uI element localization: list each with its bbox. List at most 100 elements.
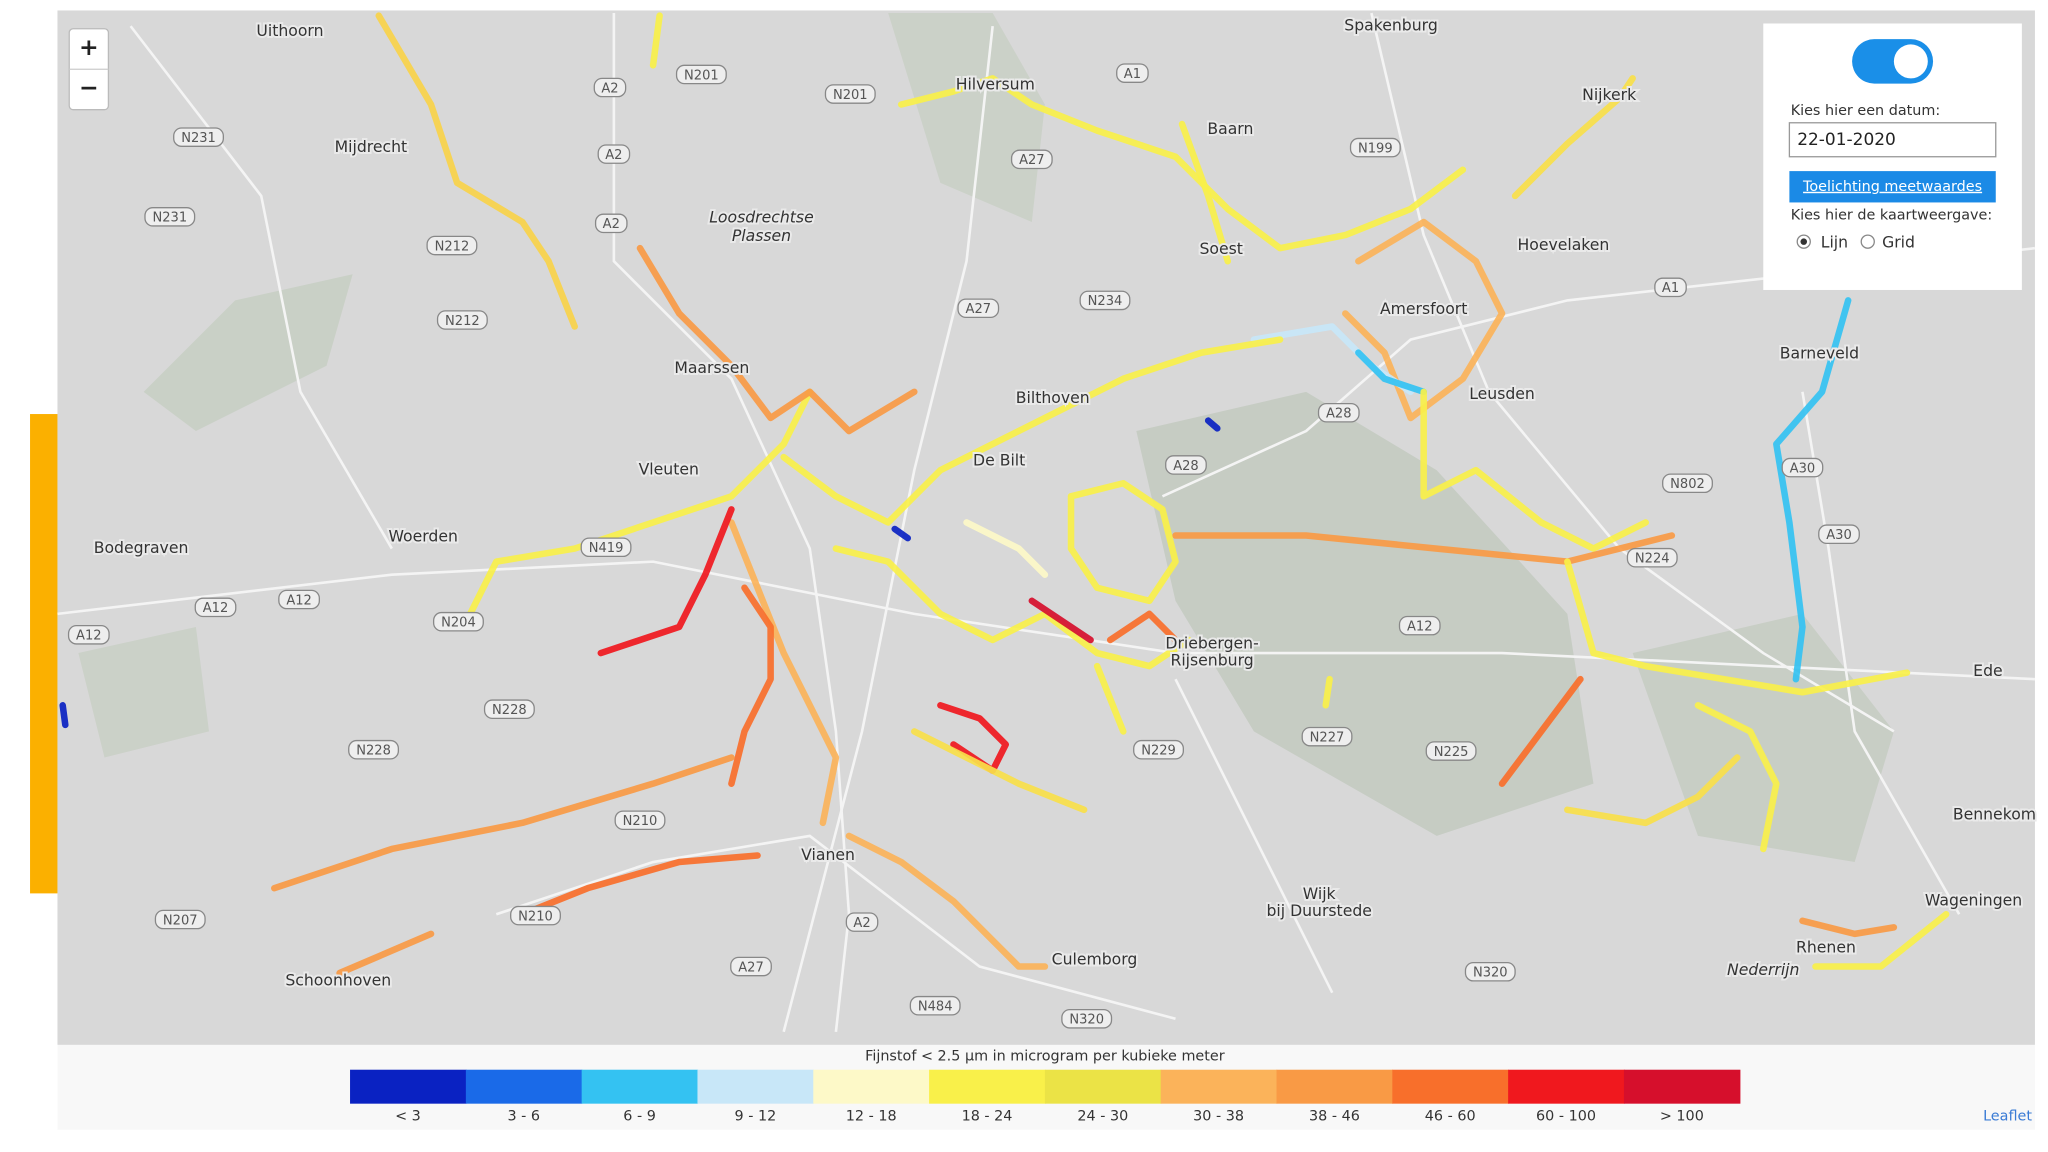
legend-label: 46 - 60 xyxy=(1425,1109,1476,1125)
road-shield: A30 xyxy=(1818,524,1860,544)
road-shield-box xyxy=(909,995,961,1016)
place-label: Schoonhoven xyxy=(285,970,391,989)
road-shield-label: N212 xyxy=(435,239,470,254)
road-shield-label: N201 xyxy=(833,88,868,103)
road-shield-box xyxy=(278,589,320,610)
view-label: Kies hier de kaartweergave: xyxy=(1791,208,1993,224)
zoom-in[interactable]: + xyxy=(79,33,99,61)
legend-label: 12 - 18 xyxy=(846,1109,897,1125)
place-label: Nederrijn xyxy=(1727,960,1799,979)
road-shield: N224 xyxy=(1626,547,1678,568)
road-shield-box xyxy=(194,597,237,618)
road-shield: A12 xyxy=(1398,615,1441,636)
legend-title: Fijnstof < 2.5 µm in microgram per kubie… xyxy=(865,1049,1225,1065)
road-shield: N320 xyxy=(1464,961,1516,982)
place-label: Uithoorn xyxy=(256,21,323,40)
legend: Fijnstof < 2.5 µm in microgram per kubie… xyxy=(57,1044,2035,1130)
road-shield: N320 xyxy=(1061,1008,1113,1029)
legend-label: 6 - 9 xyxy=(623,1109,656,1125)
legend-swatch xyxy=(1392,1069,1509,1104)
road-shield-label: A2 xyxy=(601,81,618,96)
road-shield-box xyxy=(1079,290,1131,311)
legend-swatch xyxy=(929,1069,1046,1104)
road-shield-box xyxy=(1165,455,1207,475)
legend-label: 24 - 30 xyxy=(1077,1109,1128,1125)
measurement-tracks xyxy=(59,12,1950,977)
road-shield-label: A30 xyxy=(1790,461,1816,476)
attribution[interactable]: Leaflet xyxy=(1983,1109,2032,1125)
road-shield: A12 xyxy=(194,597,237,618)
road-shield: A2 xyxy=(845,912,879,932)
legend-swatch xyxy=(581,1069,699,1104)
road-shield-box xyxy=(1425,741,1477,761)
road-shield: N227 xyxy=(1301,726,1353,747)
road-shield: N212 xyxy=(426,235,478,256)
road-shield-label: A27 xyxy=(1019,153,1045,168)
road-shield-box xyxy=(436,310,488,330)
road-shield-label: A28 xyxy=(1326,407,1352,422)
place-label: Baarn xyxy=(1207,119,1253,138)
map[interactable]: A2 A2 A2 A27 A27 A28 A28 A1 A1 A30 A30 A12 A12 A12 A12… xyxy=(57,10,2038,1045)
road-shield-box xyxy=(1349,137,1401,158)
legend-label: 30 - 38 xyxy=(1193,1109,1244,1125)
place-label: Bodegraven xyxy=(94,538,189,557)
road-shield: N212 xyxy=(436,310,488,330)
road-shield: N228 xyxy=(348,739,400,760)
toggle-knob xyxy=(1893,44,1928,79)
legend-label: 3 - 6 xyxy=(507,1109,540,1125)
place-label: Vleuten xyxy=(639,460,699,479)
road-shield: A2 xyxy=(594,213,628,234)
road-shield: A1 xyxy=(1116,63,1149,83)
road-shield: A28 xyxy=(1317,402,1360,423)
place-label: Driebergen- xyxy=(1165,633,1258,652)
zoom-control: + − xyxy=(68,28,110,111)
road-shield-label: N234 xyxy=(1088,294,1123,309)
road-shield-label: A12 xyxy=(286,593,312,608)
place-label: Barneveld xyxy=(1780,343,1859,362)
place-label: Bennekom xyxy=(1953,805,2036,824)
road-shield-label: A27 xyxy=(738,960,764,975)
road-shield: N228 xyxy=(483,699,535,720)
legend-swatch xyxy=(1623,1069,1741,1104)
radio[interactable] xyxy=(1860,234,1875,249)
road-shield-label: N228 xyxy=(356,744,391,759)
legend-label: 9 - 12 xyxy=(735,1109,777,1125)
road-shield-box xyxy=(154,909,206,930)
road-shield-label: A12 xyxy=(1407,619,1433,634)
forest-area xyxy=(888,13,1045,223)
road-shield-box xyxy=(173,127,224,147)
road-shield-box xyxy=(348,739,400,760)
road-shield-label: N207 xyxy=(163,913,198,928)
road-shield-label: N199 xyxy=(1358,141,1393,156)
road-shield-box xyxy=(483,699,535,720)
road-shield-box xyxy=(845,912,879,932)
place-label: Soest xyxy=(1199,239,1242,258)
road-shield: N234 xyxy=(1079,290,1131,311)
info-button[interactable] xyxy=(1789,171,1996,203)
place-label: Wijk xyxy=(1303,884,1337,903)
radio-label: Lijn xyxy=(1821,232,1848,251)
place-label: Rijsenburg xyxy=(1170,650,1253,669)
road-shield-box xyxy=(144,207,196,227)
road-shield: N199 xyxy=(1349,137,1401,158)
zoom-out[interactable]: − xyxy=(79,73,99,101)
road-shield-box xyxy=(594,213,628,234)
legend-label: 60 - 100 xyxy=(1536,1109,1596,1125)
road-shield-label: N225 xyxy=(1434,745,1469,760)
legend-swatch xyxy=(1508,1069,1625,1104)
legend-swatch xyxy=(465,1069,583,1104)
road-shield: A28 xyxy=(1165,455,1207,475)
legend-bins: < 3 3 - 6 6 - 9 9 - 12 12 - 18 18 - 24 24 - 30… xyxy=(350,1069,1741,1125)
date-input[interactable] xyxy=(1788,122,1997,158)
control-panel: Kies hier een datum: 22-01-2020 Toelicht… xyxy=(1763,23,2022,290)
side-accent xyxy=(30,414,58,894)
legend-swatch xyxy=(813,1069,930,1104)
road-shield-box xyxy=(824,84,876,104)
toggle[interactable] xyxy=(1852,39,1934,84)
legend-swatch xyxy=(350,1069,467,1104)
road-shield: A12 xyxy=(67,624,110,645)
road-shield-label: N802 xyxy=(1670,477,1705,492)
place-label: Rhenen xyxy=(1796,938,1856,957)
place-label: Maarssen xyxy=(674,358,749,377)
road-shield-box xyxy=(1317,402,1360,423)
